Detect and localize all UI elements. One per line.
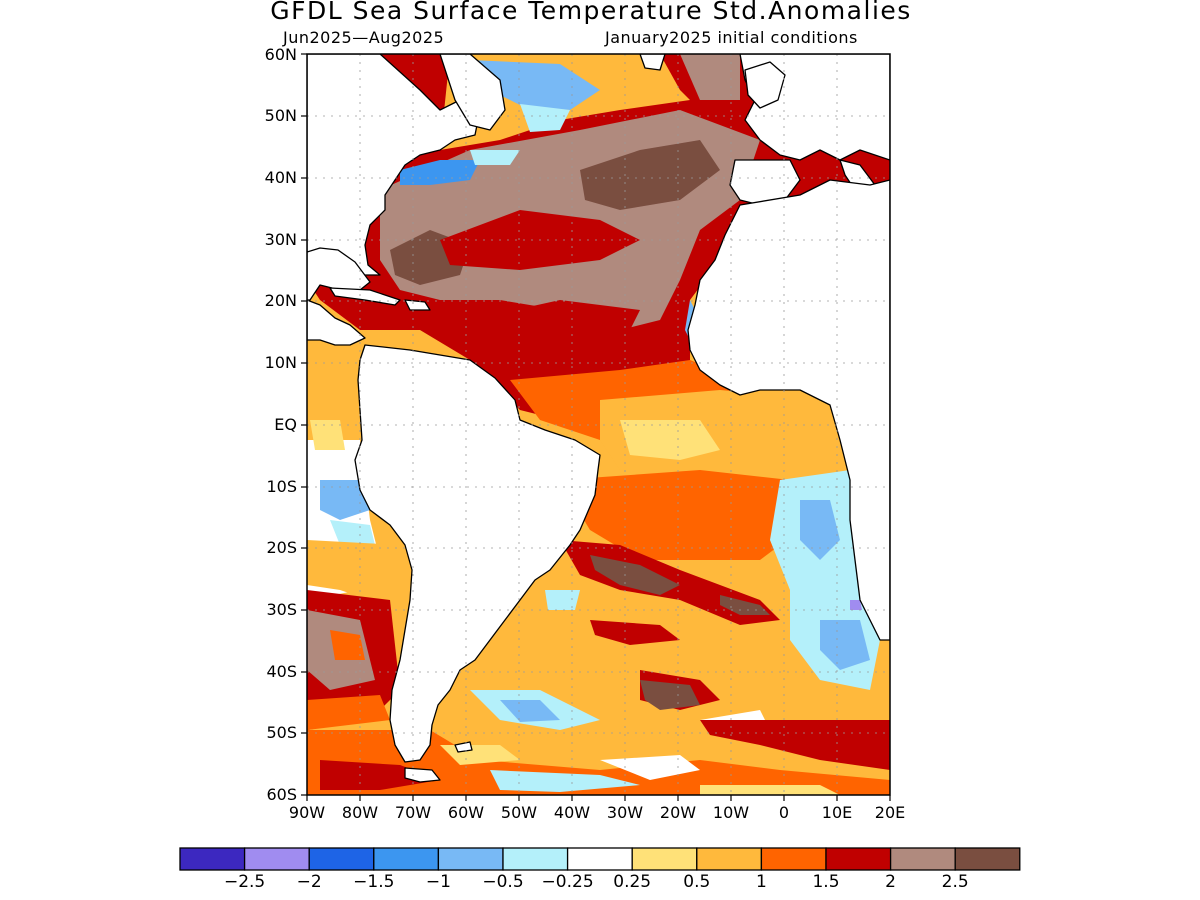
anomaly-sa-cold-band2 xyxy=(500,700,560,722)
anomaly-midsa-red1 xyxy=(590,620,680,645)
south-america xyxy=(354,344,601,763)
anomaly-acc-pale xyxy=(490,770,640,792)
anomaly-sep-pale xyxy=(330,520,375,545)
lat-label-60s: 60S xyxy=(266,785,297,804)
forecast-period: Jun2025—Aug2025 xyxy=(283,28,445,47)
lon-label-30w: 30W xyxy=(606,803,644,822)
initial-conditions: January2025 initial conditions xyxy=(605,28,858,47)
colorbar-label: 0.5 xyxy=(683,872,711,892)
anomaly-acc-red xyxy=(700,720,890,770)
labrador xyxy=(439,54,506,131)
colorbar-label: 2 xyxy=(885,872,897,892)
africa xyxy=(687,179,890,641)
land-masses xyxy=(307,54,890,783)
colorbar-label: 1 xyxy=(755,872,767,892)
anomaly-sep-warm xyxy=(307,540,400,600)
lon-label-20e: 20E xyxy=(874,803,906,822)
colorbar-label: −0.5 xyxy=(482,872,524,892)
anomaly-sa-pale1 xyxy=(545,590,580,610)
lon-label-20w: 20W xyxy=(659,803,697,822)
anomaly-gulf-pale xyxy=(470,150,520,165)
anomaly-sep-cold xyxy=(320,480,370,520)
lon-label-50w: 50W xyxy=(500,803,538,822)
tick-marks xyxy=(301,53,891,801)
anomaly-acc-yellow2 xyxy=(700,785,840,795)
anomaly-north-strong-strip xyxy=(680,54,740,100)
colorbar-label: −2.5 xyxy=(223,872,266,892)
colorbar-label: 2.5 xyxy=(941,872,969,892)
lat-label-eq: EQ xyxy=(274,415,297,434)
anomaly-midsa-core xyxy=(640,680,700,710)
hispaniola xyxy=(404,299,431,311)
anomaly-north-subpolar-cold xyxy=(470,60,600,110)
tierra-del-fuego xyxy=(404,767,441,783)
lon-label-40w: 40W xyxy=(553,803,591,822)
lat-label-30s: 30S xyxy=(266,600,297,619)
colorbar-label: −0.25 xyxy=(541,872,594,892)
lon-label-70w: 70W xyxy=(394,803,432,822)
anomaly-north-subpolar-pale xyxy=(520,104,570,132)
anomaly-benguela-cold3 xyxy=(820,620,870,670)
lon-label-0: 0 xyxy=(778,803,790,822)
colorbar-label: −2 xyxy=(296,872,322,892)
british-isles xyxy=(744,61,786,109)
lon-label-80w: 80W xyxy=(341,803,379,822)
anomaly-sa-band-core xyxy=(590,555,680,595)
falklands xyxy=(454,741,473,753)
lat-label-20s: 20S xyxy=(266,538,297,557)
lon-label-60w: 60W xyxy=(447,803,485,822)
anomaly-acc-white xyxy=(600,755,700,780)
lat-label-10s: 10S xyxy=(266,477,297,496)
lat-label-50s: 50S xyxy=(266,723,297,742)
anomaly-acc-red2 xyxy=(320,760,440,790)
greenland-tip xyxy=(639,54,666,71)
lat-label-30n: 30N xyxy=(264,230,297,249)
anomaly-sa-orange xyxy=(560,470,800,560)
colorbar-label: 1.5 xyxy=(812,872,840,892)
colorbar-label: −1.5 xyxy=(353,872,395,892)
anomaly-sep-yellow xyxy=(310,420,345,450)
colorbar-label: −1 xyxy=(425,872,451,892)
anomaly-sep-orange xyxy=(330,630,365,660)
lat-label-10n: 10N xyxy=(264,353,297,372)
lat-label-40n: 40N xyxy=(264,168,297,187)
graticule xyxy=(307,54,890,795)
anomaly-gulf-cold xyxy=(400,160,480,185)
anomaly-sep-orange2 xyxy=(307,695,390,730)
lon-label-10w: 10W xyxy=(712,803,750,822)
anomaly-benguela-cold2 xyxy=(800,500,840,560)
anomaly-tropical-warm-inner xyxy=(620,420,720,460)
lat-label-40s: 40S xyxy=(266,662,297,681)
lat-label-50n: 50N xyxy=(264,106,297,125)
lat-label-20n: 20N xyxy=(264,291,297,310)
anomaly-na-core2 xyxy=(580,140,720,210)
anomaly-na-warm-band2 xyxy=(470,300,640,360)
central-america xyxy=(307,299,366,346)
lon-label-10e: 10E xyxy=(821,803,853,822)
chart-title: GFDL Sea Surface Temperature Std.Anomali… xyxy=(270,0,912,25)
anomaly-benguela-strong-cold xyxy=(850,600,862,610)
lon-label-90w: 90W xyxy=(288,803,326,822)
lat-label-60n: 60N xyxy=(264,45,297,64)
cuba xyxy=(329,287,401,306)
colorbar-label: 0.25 xyxy=(613,872,652,892)
